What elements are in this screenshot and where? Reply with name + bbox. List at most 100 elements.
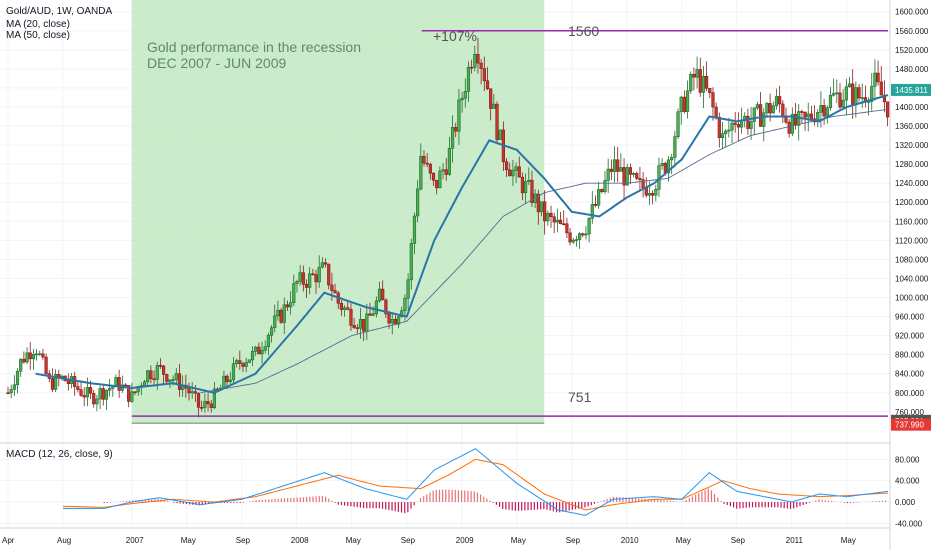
candle-up [749, 121, 753, 129]
candle-up [574, 239, 579, 241]
candle-down [482, 68, 486, 82]
macd-axis[interactable]: 80.000 40.000 0.000 -40.000 [895, 455, 923, 528]
macd-tick-label: -40.000 [895, 519, 923, 528]
candle-up [409, 243, 413, 281]
candle-up [654, 188, 658, 196]
macd-line [63, 448, 889, 516]
candle-up [212, 388, 217, 408]
candle-up [247, 359, 251, 363]
price-tick-label: 760.000 [895, 408, 924, 417]
candle-up [142, 381, 147, 386]
candle-up [847, 83, 852, 88]
candle-up [590, 204, 594, 219]
price-tick-label: 1320.000 [895, 141, 929, 150]
candle-down [838, 92, 842, 108]
candle-up [273, 315, 277, 329]
candle-up [25, 352, 29, 363]
candle-up [396, 316, 401, 325]
candle-up [806, 113, 810, 118]
candle-up [774, 96, 779, 107]
candle-down [879, 81, 883, 96]
candle-down [552, 216, 556, 223]
candle-up [403, 297, 407, 312]
time-tick-label: Sep [566, 536, 581, 545]
time-tick-label: May [181, 536, 196, 545]
candle-up [9, 389, 13, 394]
candle-up [676, 111, 680, 138]
candle-down [368, 313, 372, 316]
price-tick-label: 920.000 [895, 332, 924, 341]
price-tick-label: 1160.000 [895, 217, 928, 226]
candle-down [28, 352, 32, 360]
candle-down [66, 380, 70, 384]
candle-down [44, 356, 48, 374]
candle-up [870, 86, 874, 102]
candle-down [285, 304, 290, 308]
time-tick-label: May [676, 536, 691, 545]
candle-up [460, 97, 464, 101]
price-badge [891, 418, 931, 431]
candle-up [679, 96, 683, 113]
candle-up [54, 374, 58, 390]
candle-up [155, 365, 159, 380]
macd-tick-label: 80.000 [895, 455, 920, 464]
candle-down [568, 232, 572, 243]
macd-grid [0, 458, 890, 524]
price-badge-label: 737.990 [895, 421, 924, 430]
candle-down [127, 385, 131, 402]
candle-down [301, 272, 305, 285]
ma50-legend[interactable]: MA (50, close) [6, 30, 70, 41]
candle-down [117, 377, 121, 391]
candle-down [543, 201, 547, 222]
candle-up [12, 384, 16, 390]
candle-up [752, 107, 756, 122]
candle-down [346, 307, 350, 310]
candle-down [362, 319, 366, 332]
candlestick-series [6, 37, 890, 418]
candle-up [412, 215, 417, 244]
candle-up [298, 272, 302, 282]
macd-legend[interactable]: MACD (12, 26, close, 9) [6, 449, 113, 460]
symbol-title[interactable]: Gold/AUD, 1W, OANDA [6, 6, 112, 17]
candle-down [88, 387, 93, 394]
time-tick-label: 2011 [786, 536, 804, 545]
candle-down [393, 319, 398, 325]
candle-up [511, 169, 515, 177]
candle-up [577, 233, 582, 240]
candle-down [628, 167, 633, 175]
candle-up [555, 219, 559, 223]
candle-up [95, 398, 99, 405]
candle-up [406, 279, 410, 299]
candle-up [603, 180, 607, 192]
candle-down [352, 325, 356, 329]
candle-down [435, 179, 439, 189]
candle-up [276, 309, 280, 317]
candle-down [682, 96, 686, 112]
candle-up [727, 129, 731, 132]
candle-up [720, 133, 725, 139]
candle-up [832, 93, 836, 96]
candle-up [631, 173, 636, 175]
ma20-legend[interactable]: MA (20, close) [6, 19, 70, 30]
candle-down [609, 168, 613, 172]
time-axis[interactable]: Apr Aug 2007 May Sep 2008 May Sep 2009 May Sep 2010… [2, 536, 856, 545]
ma20-line [35, 94, 889, 394]
candle-up [860, 97, 864, 99]
time-tick-label: 2009 [456, 536, 474, 545]
time-tick-label: Apr [2, 536, 15, 545]
candle-up [174, 373, 178, 380]
candle-up [266, 334, 270, 347]
candle-up [320, 262, 324, 268]
candle-down [479, 62, 483, 69]
candle-down [76, 386, 80, 390]
candle-up [825, 107, 829, 117]
price-axis[interactable]: 1600.0001560.0001520.0001480.0001440.000… [895, 8, 929, 417]
candle-down [431, 172, 436, 181]
candle-down [422, 156, 426, 164]
candle-up [450, 127, 455, 149]
candle-up [371, 313, 375, 316]
price-tick-label: 960.000 [895, 313, 924, 322]
candle-up [358, 319, 363, 329]
candle-up [463, 91, 467, 99]
